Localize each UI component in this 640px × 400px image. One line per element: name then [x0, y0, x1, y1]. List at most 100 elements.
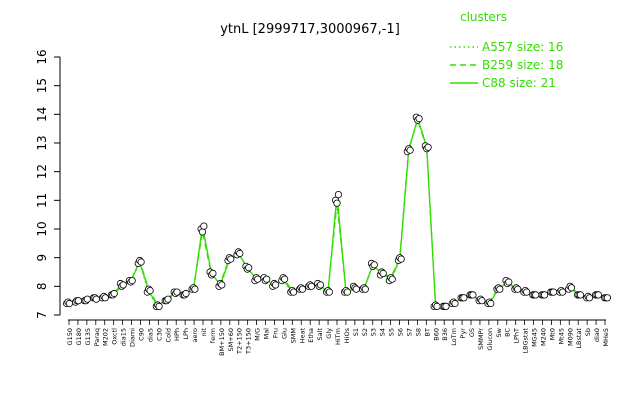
data-point-C88	[469, 291, 477, 299]
x-tick-label: S7	[405, 328, 413, 336]
data-point-C88	[487, 299, 495, 308]
data-point-C88	[343, 288, 351, 296]
x-tick-label: ferm	[209, 328, 217, 343]
data-point-C88	[379, 269, 387, 277]
data-point-C88	[209, 269, 217, 277]
x-tick-label: S1	[352, 328, 360, 336]
data-point-C88	[433, 302, 441, 310]
data-point-C88	[505, 278, 513, 286]
x-tick-label: LBGstat	[522, 328, 530, 354]
data-point-C88	[585, 294, 594, 302]
x-tick-label: Glu	[280, 328, 288, 339]
legend-label-A557: A557 size: 16	[482, 40, 563, 54]
data-point-C88	[540, 291, 549, 299]
x-tick-label: S4	[379, 328, 387, 336]
data-point-C88	[263, 275, 271, 283]
data-point-C88	[549, 288, 558, 296]
x-tick-label: dia0	[593, 328, 601, 342]
data-point-C88	[307, 282, 316, 290]
x-tick-label: Sw	[495, 327, 503, 337]
data-point-C88	[298, 285, 307, 293]
data-point-C88	[424, 143, 432, 151]
y-tick-label: 12	[35, 164, 49, 179]
x-tick-label: HiTm	[334, 328, 342, 345]
data-point-C88	[218, 281, 226, 289]
x-tick-label: nit	[200, 328, 208, 337]
data-point-C88	[558, 288, 567, 296]
x-tick-label: HiOs	[343, 327, 351, 343]
x-tick-label: G135	[84, 328, 92, 345]
data-point-C88	[334, 191, 342, 199]
x-tick-label: Mal	[263, 328, 271, 340]
y-tick-label: 7	[35, 311, 49, 319]
y-tick-label: 8	[35, 283, 49, 291]
x-tick-label: LPhT	[513, 328, 521, 344]
x-tick-label: S2	[361, 328, 369, 336]
x-tick-label: GS	[468, 328, 476, 337]
x-tick-label: Gly	[325, 328, 333, 339]
x-tick-label: MHe5	[602, 328, 610, 347]
x-tick-label: T2+150	[236, 328, 244, 355]
x-tick-label: SMM	[289, 328, 297, 343]
x-tick-label: Sb	[584, 328, 592, 336]
data-point-C88	[271, 281, 280, 289]
data-point-C88	[110, 289, 118, 298]
data-point-C88	[406, 146, 414, 154]
x-tick-label: Salt	[316, 328, 324, 341]
data-point-C88	[146, 286, 154, 295]
x-tick-label: Paraq	[93, 328, 101, 346]
data-point-C88	[65, 299, 74, 308]
x-tick-label: G180	[75, 328, 83, 345]
x-tick-label: HPh	[173, 328, 181, 341]
x-tick-label: BM+150	[218, 328, 226, 356]
x-tick-label: C30	[155, 328, 163, 341]
x-tick-label: S8	[414, 328, 422, 336]
data-point-C88	[254, 275, 262, 283]
x-tick-label: MG45	[531, 328, 539, 347]
data-point-C88	[567, 284, 576, 292]
legend-title: clusters	[460, 10, 507, 24]
y-tick-label: 9	[35, 254, 49, 262]
x-tick-label: Fru	[271, 328, 279, 338]
x-tick-label: aero	[191, 328, 199, 343]
x-tick-label: S6	[397, 328, 405, 336]
data-point-C88	[460, 294, 468, 302]
data-point-C88	[137, 258, 145, 266]
x-tick-label: M090	[566, 328, 574, 346]
x-tick-label: BC	[504, 328, 512, 337]
data-point-C88	[92, 295, 100, 303]
y-tick-label: 13	[35, 135, 49, 150]
x-tick-label: B36	[441, 328, 449, 341]
x-tick-label: Oxctl	[111, 328, 119, 345]
data-point-C88	[245, 264, 253, 272]
data-point-C88	[496, 285, 504, 293]
series-line-B259	[67, 117, 607, 308]
x-tick-label: B60	[432, 328, 440, 341]
y-tick-label: 15	[35, 78, 49, 93]
x-tick-label: G150	[66, 328, 74, 345]
x-tick-label: LoTm	[450, 328, 458, 346]
x-tick-label: Glucon	[486, 328, 494, 351]
data-point-C88	[532, 291, 540, 299]
data-point-C88	[370, 261, 378, 269]
data-point-C88	[415, 115, 423, 123]
data-point-C88	[280, 275, 289, 283]
data-point-C88	[397, 255, 405, 263]
data-point-C88	[227, 255, 235, 263]
x-tick-label: dia15	[120, 328, 128, 346]
data-point-C88	[128, 276, 136, 285]
y-tick-label: 10	[35, 221, 49, 236]
x-tick-label: Mt0	[548, 328, 556, 340]
data-point-C88	[325, 288, 333, 296]
data-point-C88	[388, 275, 396, 283]
data-point-C88	[478, 297, 486, 305]
x-tick-label: SMMPr	[477, 328, 485, 350]
x-tick-label: Cold	[164, 328, 172, 342]
data-point-C88	[352, 285, 360, 293]
x-tick-label: S3	[370, 328, 378, 336]
x-tick-label: Diami	[129, 328, 137, 347]
data-point-B259	[333, 199, 341, 207]
legend-label-B259: B259 size: 18	[482, 58, 563, 72]
data-point-C88	[236, 249, 244, 257]
data-points	[62, 113, 612, 310]
